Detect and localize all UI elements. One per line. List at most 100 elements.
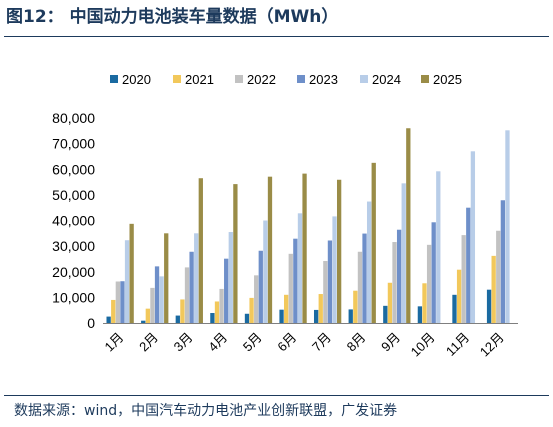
bar-2022-10 — [426, 244, 432, 323]
x-tick-label: 12月 — [477, 330, 507, 360]
x-tick-label: 7月 — [309, 330, 334, 355]
bar-2022-9 — [392, 242, 397, 323]
bar-2024-11 — [470, 151, 476, 323]
x-tick-label: 4月 — [205, 330, 230, 355]
legend-label-2021: 2021 — [185, 72, 214, 87]
bar-2021-3 — [180, 299, 185, 323]
bar-2020-7 — [313, 309, 319, 323]
bar-2025-8 — [371, 162, 376, 323]
y-tick-label: 70,000 — [52, 136, 95, 152]
bar-2024-12 — [505, 130, 510, 323]
x-tick-label: 6月 — [274, 330, 299, 355]
bar-2023-12 — [500, 200, 506, 323]
bar-2024-5 — [263, 220, 268, 323]
bar-2024-1 — [124, 240, 130, 323]
bar-2025-1 — [129, 223, 134, 323]
legend-swatch-2023 — [297, 75, 305, 83]
bar-2022-5 — [254, 275, 259, 323]
bar-2025-4 — [233, 184, 238, 323]
bar-2020-4 — [210, 313, 215, 323]
bar-2020-5 — [244, 313, 250, 323]
bar-2020-8 — [348, 309, 353, 323]
bar-2024-9 — [401, 183, 406, 323]
x-tick-label: 3月 — [171, 330, 196, 355]
bar-2021-4 — [214, 301, 220, 323]
bar-2023-1 — [120, 281, 125, 323]
y-axis: 0 10,000 20,000 30,000 40,000 50,000 60,000 70,… — [52, 110, 95, 331]
bar-2023-10 — [431, 222, 436, 323]
bar-2020-9 — [383, 305, 388, 323]
bar-2023-9 — [396, 229, 402, 323]
bar-2025-7 — [336, 179, 342, 323]
legend-label-2020: 2020 — [122, 72, 151, 87]
bar-2020-11 — [452, 294, 457, 323]
bar-2021-9 — [387, 282, 393, 323]
y-tick-label: 30,000 — [52, 238, 95, 254]
x-tick-label: 5月 — [240, 330, 265, 355]
bar-2022-1 — [115, 281, 120, 323]
legend-label-2025: 2025 — [433, 72, 462, 87]
bar-2024-8 — [366, 201, 372, 323]
source-note: 数据来源：wind，中国汽车动力电池产业创新联盟，广发证券 — [14, 403, 398, 419]
legend-label-2022: 2022 — [247, 72, 276, 87]
x-tick-label: 2月 — [136, 330, 161, 355]
title-divider — [4, 36, 549, 37]
source-divider — [4, 395, 549, 396]
bar-2025-2 — [164, 233, 169, 323]
x-axis: 1月 2月 3月 4月 5月 6月 7月 8月 9月 10月 11月 12月 — [101, 323, 518, 360]
y-tick-label: 50,000 — [52, 187, 95, 203]
legend-label-2023: 2023 — [309, 72, 338, 87]
bar-2025-5 — [267, 176, 273, 323]
bar-2023-11 — [466, 207, 471, 323]
bar-2022-6 — [288, 253, 293, 323]
bar-2022-12 — [496, 230, 501, 323]
legend-swatch-2024 — [360, 75, 368, 83]
bar-2020-12 — [486, 289, 492, 323]
legend-swatch-2020 — [110, 75, 118, 83]
bar-2023-4 — [224, 258, 229, 323]
bar-2021-5 — [249, 297, 254, 323]
bar-2022-4 — [219, 288, 224, 323]
bar-2025-9 — [406, 128, 411, 323]
x-tick-label: 10月 — [408, 330, 438, 360]
legend-label-2024: 2024 — [372, 72, 401, 87]
y-tick-label: 10,000 — [52, 289, 95, 305]
bar-2021-11 — [456, 269, 462, 323]
y-tick-label: 80,000 — [52, 110, 95, 126]
bar-2022-11 — [461, 235, 466, 323]
y-tick-label: 0 — [87, 315, 95, 331]
bar-2025-3 — [198, 178, 203, 323]
legend-swatch-2021 — [173, 75, 181, 83]
bar-2023-8 — [362, 233, 367, 323]
bar-2024-7 — [332, 216, 337, 323]
bar-2020-1 — [106, 316, 111, 323]
bar-2023-5 — [258, 250, 263, 323]
bar-2021-2 — [145, 308, 150, 323]
legend-swatch-2022 — [235, 75, 243, 83]
bar-2022-7 — [323, 260, 328, 323]
bar-2024-6 — [297, 213, 303, 323]
bar-2022-3 — [184, 267, 190, 323]
bar-2024-3 — [194, 233, 199, 323]
y-tick-label: 40,000 — [52, 213, 95, 229]
bar-2023-7 — [327, 240, 333, 323]
bar-2023-2 — [154, 266, 160, 323]
bar-2021-10 — [422, 283, 427, 323]
bar-2022-2 — [150, 287, 155, 323]
x-tick-label: 1月 — [101, 330, 126, 355]
bar-2024-10 — [436, 171, 441, 323]
y-tick-label: 20,000 — [52, 264, 95, 280]
bar-2023-3 — [189, 251, 194, 323]
bar-2020-2 — [141, 320, 146, 323]
figure-title: 图12： 中国动力电池装车量数据（MWh） — [6, 7, 339, 27]
bar-2020-10 — [417, 306, 423, 323]
bar-2021-8 — [353, 290, 358, 323]
bar-2020-6 — [279, 309, 284, 323]
bar-2021-1 — [111, 299, 116, 323]
bar-2024-4 — [228, 232, 233, 323]
bar-2020-3 — [175, 315, 180, 323]
y-tick-label: 60,000 — [52, 161, 95, 177]
bar-2022-8 — [357, 251, 363, 323]
legend-swatch-2025 — [421, 75, 429, 83]
